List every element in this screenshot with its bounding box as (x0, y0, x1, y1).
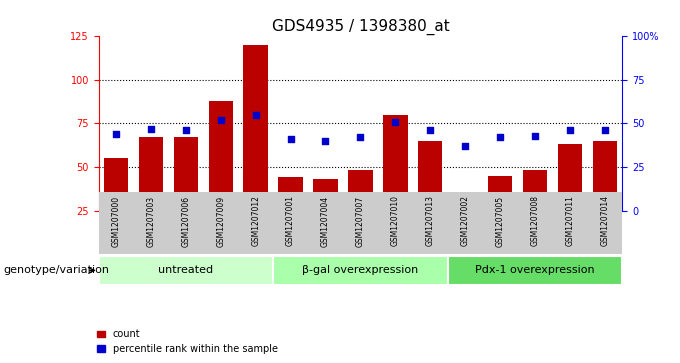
Bar (104, 158, 129, 211)
Point (355, 134, 366, 140)
Text: GSM1207008: GSM1207008 (530, 195, 539, 246)
Point (494, 134, 505, 140)
FancyBboxPatch shape (273, 256, 447, 285)
Text: GSM1207005: GSM1207005 (496, 195, 505, 246)
Text: GSM1207011: GSM1207011 (565, 195, 575, 246)
Bar (552, 36, 588, 211)
Bar (273, 36, 308, 211)
Bar (238, 36, 273, 211)
Bar (588, 36, 622, 211)
Point (530, 133, 541, 139)
Bar (133, 36, 169, 211)
Point (460, 143, 471, 149)
Point (180, 127, 191, 133)
Bar (558, 144, 582, 211)
Bar (209, 101, 233, 211)
Bar (243, 45, 268, 211)
Bar (278, 178, 303, 211)
Bar (308, 36, 343, 211)
Point (111, 131, 122, 137)
Text: Pdx-1 overexpression: Pdx-1 overexpression (475, 265, 595, 276)
Bar (169, 36, 203, 211)
Bar (413, 36, 447, 211)
Text: GSM1207014: GSM1207014 (600, 195, 609, 246)
Text: GSM1207003: GSM1207003 (146, 195, 156, 246)
Bar (203, 36, 238, 211)
Point (146, 126, 156, 131)
Bar (99, 36, 133, 211)
Bar (447, 36, 483, 211)
Bar (592, 141, 617, 211)
Point (564, 127, 575, 133)
Text: GSM1207004: GSM1207004 (321, 195, 330, 246)
Point (320, 138, 331, 144)
Bar (483, 36, 517, 211)
Text: GSM1207010: GSM1207010 (391, 195, 400, 246)
Bar (523, 171, 547, 211)
Text: GSM1207007: GSM1207007 (356, 195, 365, 246)
Text: untreated: untreated (158, 265, 214, 276)
Text: β-gal overexpression: β-gal overexpression (303, 265, 418, 276)
Bar (173, 137, 198, 211)
Text: GSM1207000: GSM1207000 (112, 195, 120, 246)
Text: GSM1207001: GSM1207001 (286, 195, 295, 246)
Bar (348, 171, 373, 211)
Point (216, 117, 226, 123)
Legend: count, percentile rank within the sample: count, percentile rank within the sample (93, 326, 282, 358)
Bar (313, 179, 338, 211)
Bar (453, 202, 477, 211)
Bar (517, 36, 552, 211)
Point (285, 136, 296, 142)
Title: GDS4935 / 1398380_at: GDS4935 / 1398380_at (271, 19, 449, 35)
FancyBboxPatch shape (99, 256, 273, 285)
Point (425, 127, 436, 133)
Point (250, 112, 261, 118)
Bar (488, 176, 512, 211)
Bar (343, 36, 378, 211)
Text: GSM1207006: GSM1207006 (182, 195, 190, 246)
Text: GSM1207009: GSM1207009 (216, 195, 225, 246)
Point (599, 127, 610, 133)
Bar (383, 115, 407, 211)
Text: GSM1207013: GSM1207013 (426, 195, 435, 246)
Text: GSM1207002: GSM1207002 (460, 195, 470, 246)
Bar (418, 141, 443, 211)
Text: genotype/variation: genotype/variation (3, 265, 109, 276)
Text: GSM1207012: GSM1207012 (251, 195, 260, 246)
Point (390, 119, 401, 125)
Bar (139, 137, 163, 211)
Bar (378, 36, 413, 211)
FancyBboxPatch shape (447, 256, 622, 285)
